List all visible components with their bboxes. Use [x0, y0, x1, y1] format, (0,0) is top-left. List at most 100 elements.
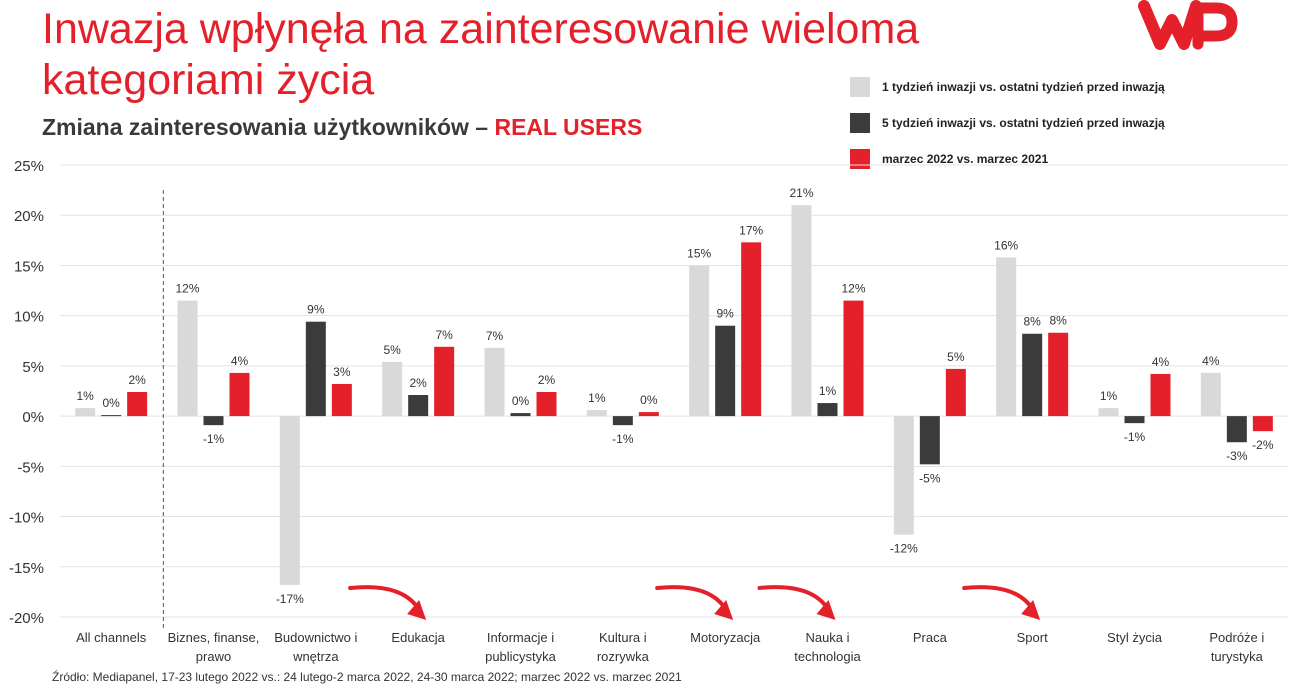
data-label: 2%: [538, 373, 556, 387]
bar: [1098, 408, 1119, 417]
data-label: 8%: [1049, 314, 1067, 328]
x-tick-label: Sport: [1017, 630, 1048, 645]
y-tick-label: -5%: [17, 459, 44, 476]
data-label: 9%: [716, 307, 734, 321]
data-label: 12%: [175, 282, 199, 296]
x-tick-label: turystyka: [1211, 649, 1264, 664]
data-label: 0%: [512, 394, 530, 408]
bar: [1022, 333, 1043, 417]
data-label: 0%: [102, 396, 120, 410]
data-label: 1%: [819, 384, 837, 398]
bar: [382, 361, 403, 417]
data-label: -5%: [919, 471, 941, 485]
bar: [715, 325, 736, 417]
x-tick-label: Kultura i: [599, 630, 647, 645]
bar: [1150, 373, 1171, 417]
y-tick-label: 5%: [22, 359, 44, 376]
legend-label: 1 tydzień inwazji vs. ostatni tydzień pr…: [882, 80, 1165, 94]
wp-logo-icon: [1138, 0, 1238, 50]
bar: [127, 392, 148, 417]
bar: [229, 372, 250, 417]
data-label: 7%: [486, 329, 504, 343]
y-tick-label: -15%: [9, 560, 44, 577]
bar: [1200, 372, 1221, 417]
data-label: 4%: [1202, 354, 1220, 368]
arrow-head-icon: [714, 600, 734, 620]
data-label: 17%: [739, 223, 763, 237]
bar: [689, 265, 710, 417]
legend-swatch: [850, 113, 870, 133]
data-label: 4%: [1152, 355, 1170, 369]
data-label: 5%: [947, 350, 965, 364]
bar: [331, 383, 352, 417]
subtitle-accent: REAL USERS: [494, 114, 643, 140]
arrow-head-icon: [1021, 600, 1041, 620]
y-tick-label: 25%: [14, 158, 44, 175]
data-label: -12%: [890, 542, 918, 556]
data-label: -1%: [1124, 430, 1146, 444]
data-label: 0%: [640, 393, 658, 407]
data-label: 1%: [76, 389, 94, 403]
legend-label: marzec 2022 vs. marzec 2021: [882, 152, 1049, 166]
bar: [305, 321, 326, 417]
bar: [434, 346, 455, 417]
arrow-head-icon: [816, 600, 836, 620]
y-tick-label: 0%: [22, 409, 44, 426]
bar: [919, 416, 940, 465]
x-tick-label: technologia: [794, 649, 861, 664]
subtitle-main: Zmiana zainteresowania użytkowników –: [42, 114, 489, 140]
y-tick-label: -20%: [9, 610, 44, 627]
bar: [893, 416, 914, 535]
data-label: 12%: [841, 282, 865, 296]
x-tick-label: prawo: [196, 649, 231, 664]
bar: [638, 412, 659, 417]
bar: [996, 257, 1017, 417]
bar: [741, 242, 762, 417]
x-tick-label: All channels: [76, 630, 147, 645]
bar: [536, 392, 557, 417]
legend-swatch: [850, 77, 870, 97]
arrow-head-icon: [407, 600, 427, 620]
bar: [75, 408, 96, 417]
legend-label: 5 tydzień inwazji vs. ostatni tydzień pr…: [882, 116, 1165, 130]
x-tick-label: rozrywka: [597, 649, 650, 664]
bar: [203, 416, 224, 426]
x-tick-label: Biznes, finanse,: [168, 630, 260, 645]
data-label: 4%: [231, 354, 249, 368]
x-tick-label: Budownictwo i: [274, 630, 357, 645]
bar: [177, 300, 198, 417]
x-tick-label: Styl życia: [1107, 630, 1163, 645]
bar: [843, 300, 864, 417]
data-label: -2%: [1252, 438, 1274, 452]
data-label: 16%: [994, 238, 1018, 252]
bar: [1048, 332, 1069, 417]
y-tick-label: 10%: [14, 309, 44, 326]
data-label: 21%: [789, 186, 813, 200]
x-tick-label: Praca: [913, 630, 948, 645]
bar: [945, 368, 966, 417]
page-title: Inwazja wpłynęła na zainteresowanie wiel…: [42, 5, 920, 104]
bar: [586, 410, 607, 417]
bar: [612, 416, 633, 426]
legend-swatch: [850, 149, 870, 169]
data-label: -1%: [612, 432, 634, 446]
bar: [101, 415, 122, 417]
x-tick-label: Nauka i: [805, 630, 849, 645]
chart-subtitle: Zmiana zainteresowania użytkowników – RE…: [42, 114, 642, 141]
x-tick-label: Informacje i: [487, 630, 554, 645]
data-label: 2%: [128, 373, 146, 387]
x-tick-label: publicystyka: [485, 649, 557, 664]
data-label: 5%: [383, 343, 401, 357]
data-label: 8%: [1023, 315, 1041, 329]
y-tick-label: -10%: [9, 510, 44, 527]
source-note: Źródło: Mediapanel, 17-23 lutego 2022 vs…: [52, 670, 682, 684]
data-label: -3%: [1226, 449, 1248, 463]
bar: [1226, 416, 1247, 443]
data-label: 1%: [588, 391, 606, 405]
data-label: 1%: [1100, 389, 1118, 403]
data-label: 15%: [687, 246, 711, 260]
data-label: 7%: [435, 328, 453, 342]
y-tick-label: 15%: [14, 258, 44, 275]
bar: [817, 403, 838, 417]
